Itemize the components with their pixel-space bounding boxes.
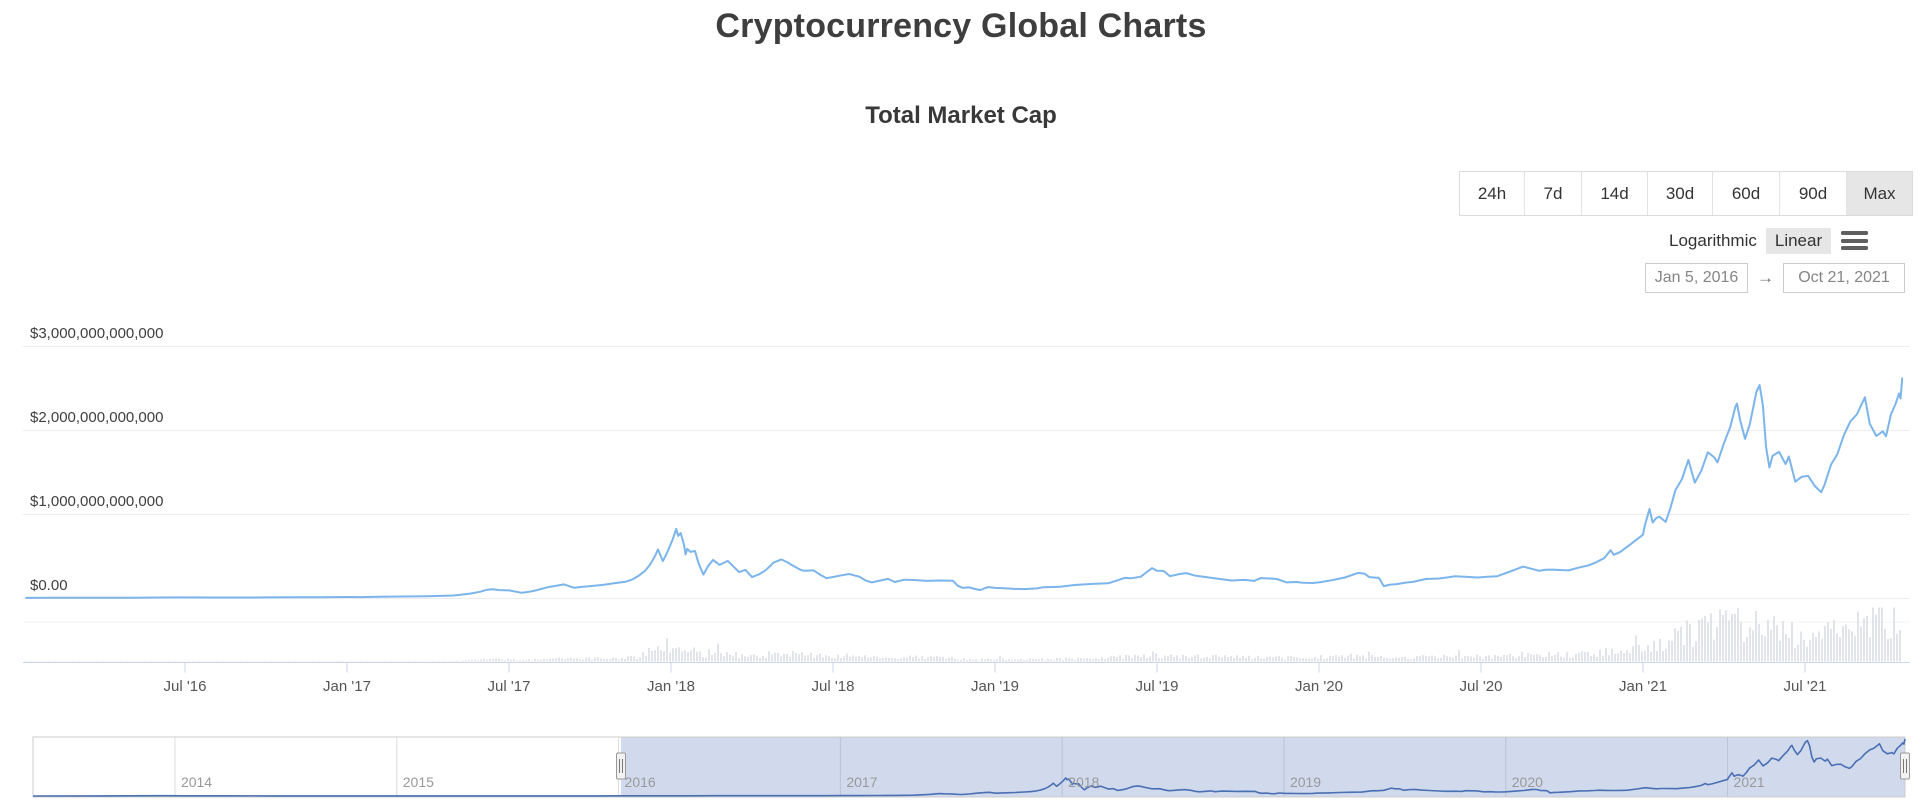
- range-button-24h[interactable]: 24h: [1460, 172, 1525, 215]
- gridlines: [23, 346, 1910, 623]
- range-button-60d[interactable]: 60d: [1713, 172, 1780, 215]
- scale-toggle: Logarithmic Linear: [1660, 226, 1869, 255]
- main-series: [25, 377, 1904, 599]
- scale-option-linear[interactable]: Linear: [1765, 227, 1832, 254]
- volume-bars: [24, 607, 1901, 662]
- x-axis: [23, 662, 1910, 673]
- date-range: →: [1645, 262, 1905, 294]
- navigator-year-label: 2021: [1733, 774, 1765, 790]
- x-axis-label: Jul '20: [1459, 678, 1503, 695]
- y-axis-label: $1,000,000,000,000: [30, 492, 164, 510]
- scale-option-logarithmic[interactable]: Logarithmic: [1669, 230, 1757, 250]
- y-axis-label: $3,000,000,000,000: [30, 324, 164, 342]
- range-button-7d[interactable]: 7d: [1525, 172, 1582, 215]
- range-button-90d[interactable]: 90d: [1780, 172, 1847, 215]
- y-axis-label: $0.00: [30, 576, 68, 594]
- x-axis-label: Jul '16: [163, 678, 207, 695]
- navigator-year-label: 2015: [402, 774, 434, 790]
- main-plot-area[interactable]: [23, 330, 1910, 663]
- range-button-30d[interactable]: 30d: [1648, 172, 1713, 215]
- navigator-year-label: 2018: [1068, 774, 1100, 790]
- range-button-14d[interactable]: 14d: [1582, 172, 1648, 215]
- x-axis-label: Jul '17: [487, 678, 531, 695]
- x-axis-label: Jan '21: [1619, 678, 1667, 695]
- x-axis-label: Jan '20: [1295, 678, 1343, 695]
- page-title: Cryptocurrency Global Charts: [715, 7, 1207, 45]
- navigator-year-label: 2017: [846, 774, 878, 790]
- navigator-year-label: 2019: [1289, 774, 1322, 790]
- navigator-left-handle[interactable]: [615, 752, 626, 780]
- range-button-max[interactable]: Max: [1847, 172, 1912, 215]
- chart-title: Total Market Cap: [865, 102, 1057, 129]
- navigator-year-label: 2014: [180, 774, 213, 790]
- range-selector: 24h 7d 14d 30d 60d 90d Max: [1459, 171, 1913, 216]
- navigator-selected-range[interactable]: [620, 737, 1905, 797]
- start-date-input[interactable]: [1645, 263, 1748, 293]
- navigator-right-handle[interactable]: [1900, 752, 1910, 780]
- x-axis-label: Jan '17: [323, 678, 371, 695]
- x-axis-label: Jul '21: [1783, 678, 1827, 695]
- end-date-input[interactable]: [1783, 263, 1905, 293]
- navigator: [32, 736, 1910, 798]
- x-axis-label: Jul '19: [1135, 678, 1179, 695]
- y-axis-label: $2,000,000,000,000: [30, 408, 164, 426]
- x-axis-label: Jan '19: [971, 678, 1019, 695]
- navigator-year-label: 2016: [624, 774, 656, 790]
- x-axis-label: Jul '18: [811, 678, 855, 695]
- navigator-year-label: 2020: [1511, 774, 1543, 790]
- date-range-arrow-icon: →: [1757, 268, 1774, 287]
- x-axis-label: Jan '18: [647, 678, 695, 695]
- context-menu-icon[interactable]: [1841, 231, 1869, 250]
